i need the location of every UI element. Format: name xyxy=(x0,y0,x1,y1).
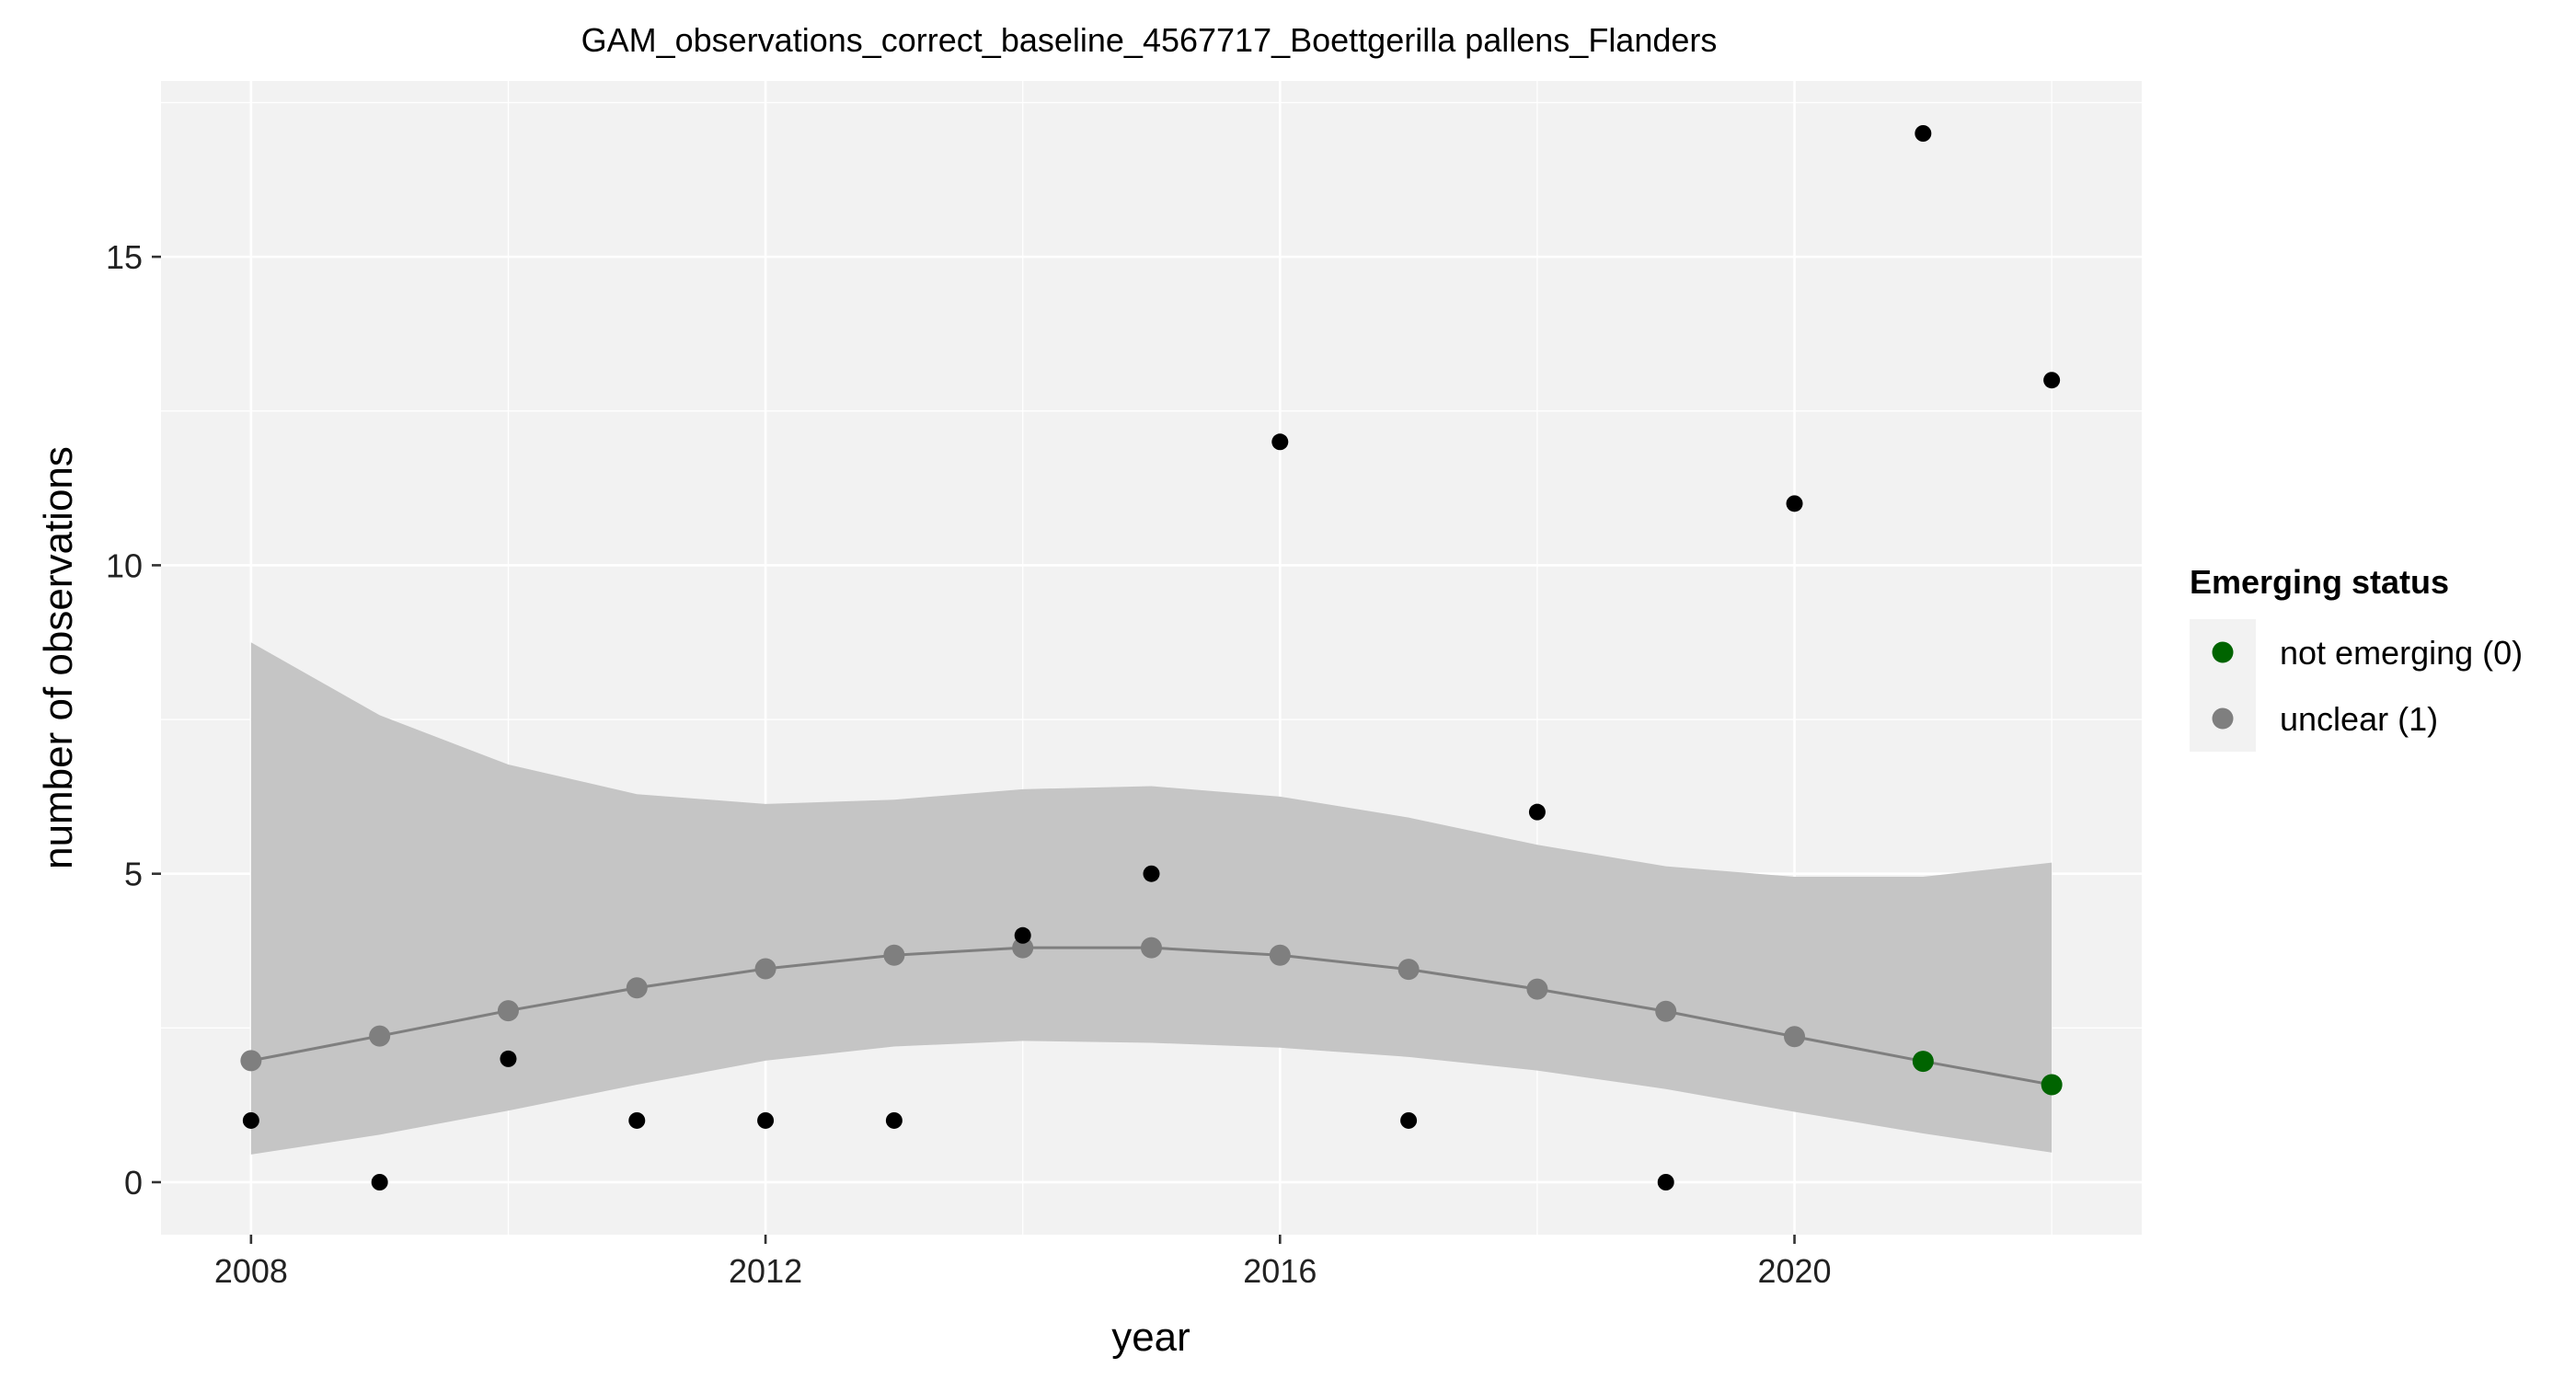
minor-gridlines xyxy=(161,81,2142,1235)
observation-point xyxy=(757,1111,775,1129)
fit-point xyxy=(754,958,776,980)
observation-point xyxy=(1271,433,1289,451)
x-tick-label: 2020 xyxy=(1757,1252,1831,1290)
observation-point xyxy=(1786,495,1803,512)
observation-point xyxy=(1657,1174,1674,1190)
legend-key-0 xyxy=(2212,641,2234,663)
y-tick-label: 0 xyxy=(124,1164,143,1202)
observation-point xyxy=(1528,803,1546,821)
observation-point xyxy=(1143,865,1160,882)
y-tick-label: 15 xyxy=(106,238,143,276)
confidence-band xyxy=(250,642,2053,1155)
x-tick-label: 2016 xyxy=(1243,1252,1317,1290)
observation-point xyxy=(2043,372,2061,389)
observation-point xyxy=(885,1111,903,1129)
fit-point xyxy=(497,1000,519,1022)
chart-title: GAM_observations_correct_baseline_456771… xyxy=(581,21,1718,59)
observation-point xyxy=(1014,926,1031,944)
observation-point xyxy=(1400,1111,1418,1129)
fit-point xyxy=(2041,1074,2063,1096)
observation-point xyxy=(371,1174,388,1190)
observation-point xyxy=(1915,125,1932,142)
fit-point xyxy=(1141,937,1162,959)
fit-point xyxy=(1912,1051,1934,1073)
x-axis-title: year xyxy=(1111,1315,1190,1360)
fit-point xyxy=(1012,937,1034,959)
fit-point xyxy=(369,1025,391,1047)
fit-point xyxy=(1269,944,1291,966)
confidence-ribbon xyxy=(250,642,2053,1155)
legend-label-0: not emerging (0) xyxy=(2280,634,2523,672)
x-tick-label: 2008 xyxy=(214,1252,288,1290)
fit-point xyxy=(883,944,905,966)
y-axis-title: number of observations xyxy=(36,446,81,869)
observation-point xyxy=(500,1050,517,1067)
y-tick-label: 5 xyxy=(124,856,143,893)
fit-point xyxy=(1784,1026,1806,1048)
legend: Emerging status not emerging (0) unclear … xyxy=(2190,563,2523,752)
observation-point xyxy=(628,1111,646,1129)
observation-points xyxy=(242,125,2061,1190)
fit-point xyxy=(240,1050,262,1072)
y-tick-label: 10 xyxy=(106,546,143,584)
legend-label-1: unclear (1) xyxy=(2280,700,2438,738)
legend-items: not emerging (0) unclear (1) xyxy=(2190,619,2523,752)
x-tick-label: 2012 xyxy=(729,1252,802,1290)
fit-point xyxy=(1397,959,1420,981)
x-axis: 2008 2012 2016 2020 xyxy=(214,1235,1832,1290)
fit-point xyxy=(626,977,648,999)
legend-title: Emerging status xyxy=(2190,563,2449,601)
fit-point xyxy=(1526,978,1548,1000)
y-axis: 0 5 10 15 xyxy=(106,238,161,1202)
fit-point xyxy=(1655,1000,1677,1022)
observation-point xyxy=(242,1111,259,1129)
gam-fit-points xyxy=(240,937,2063,1096)
legend-key-1 xyxy=(2212,707,2234,730)
